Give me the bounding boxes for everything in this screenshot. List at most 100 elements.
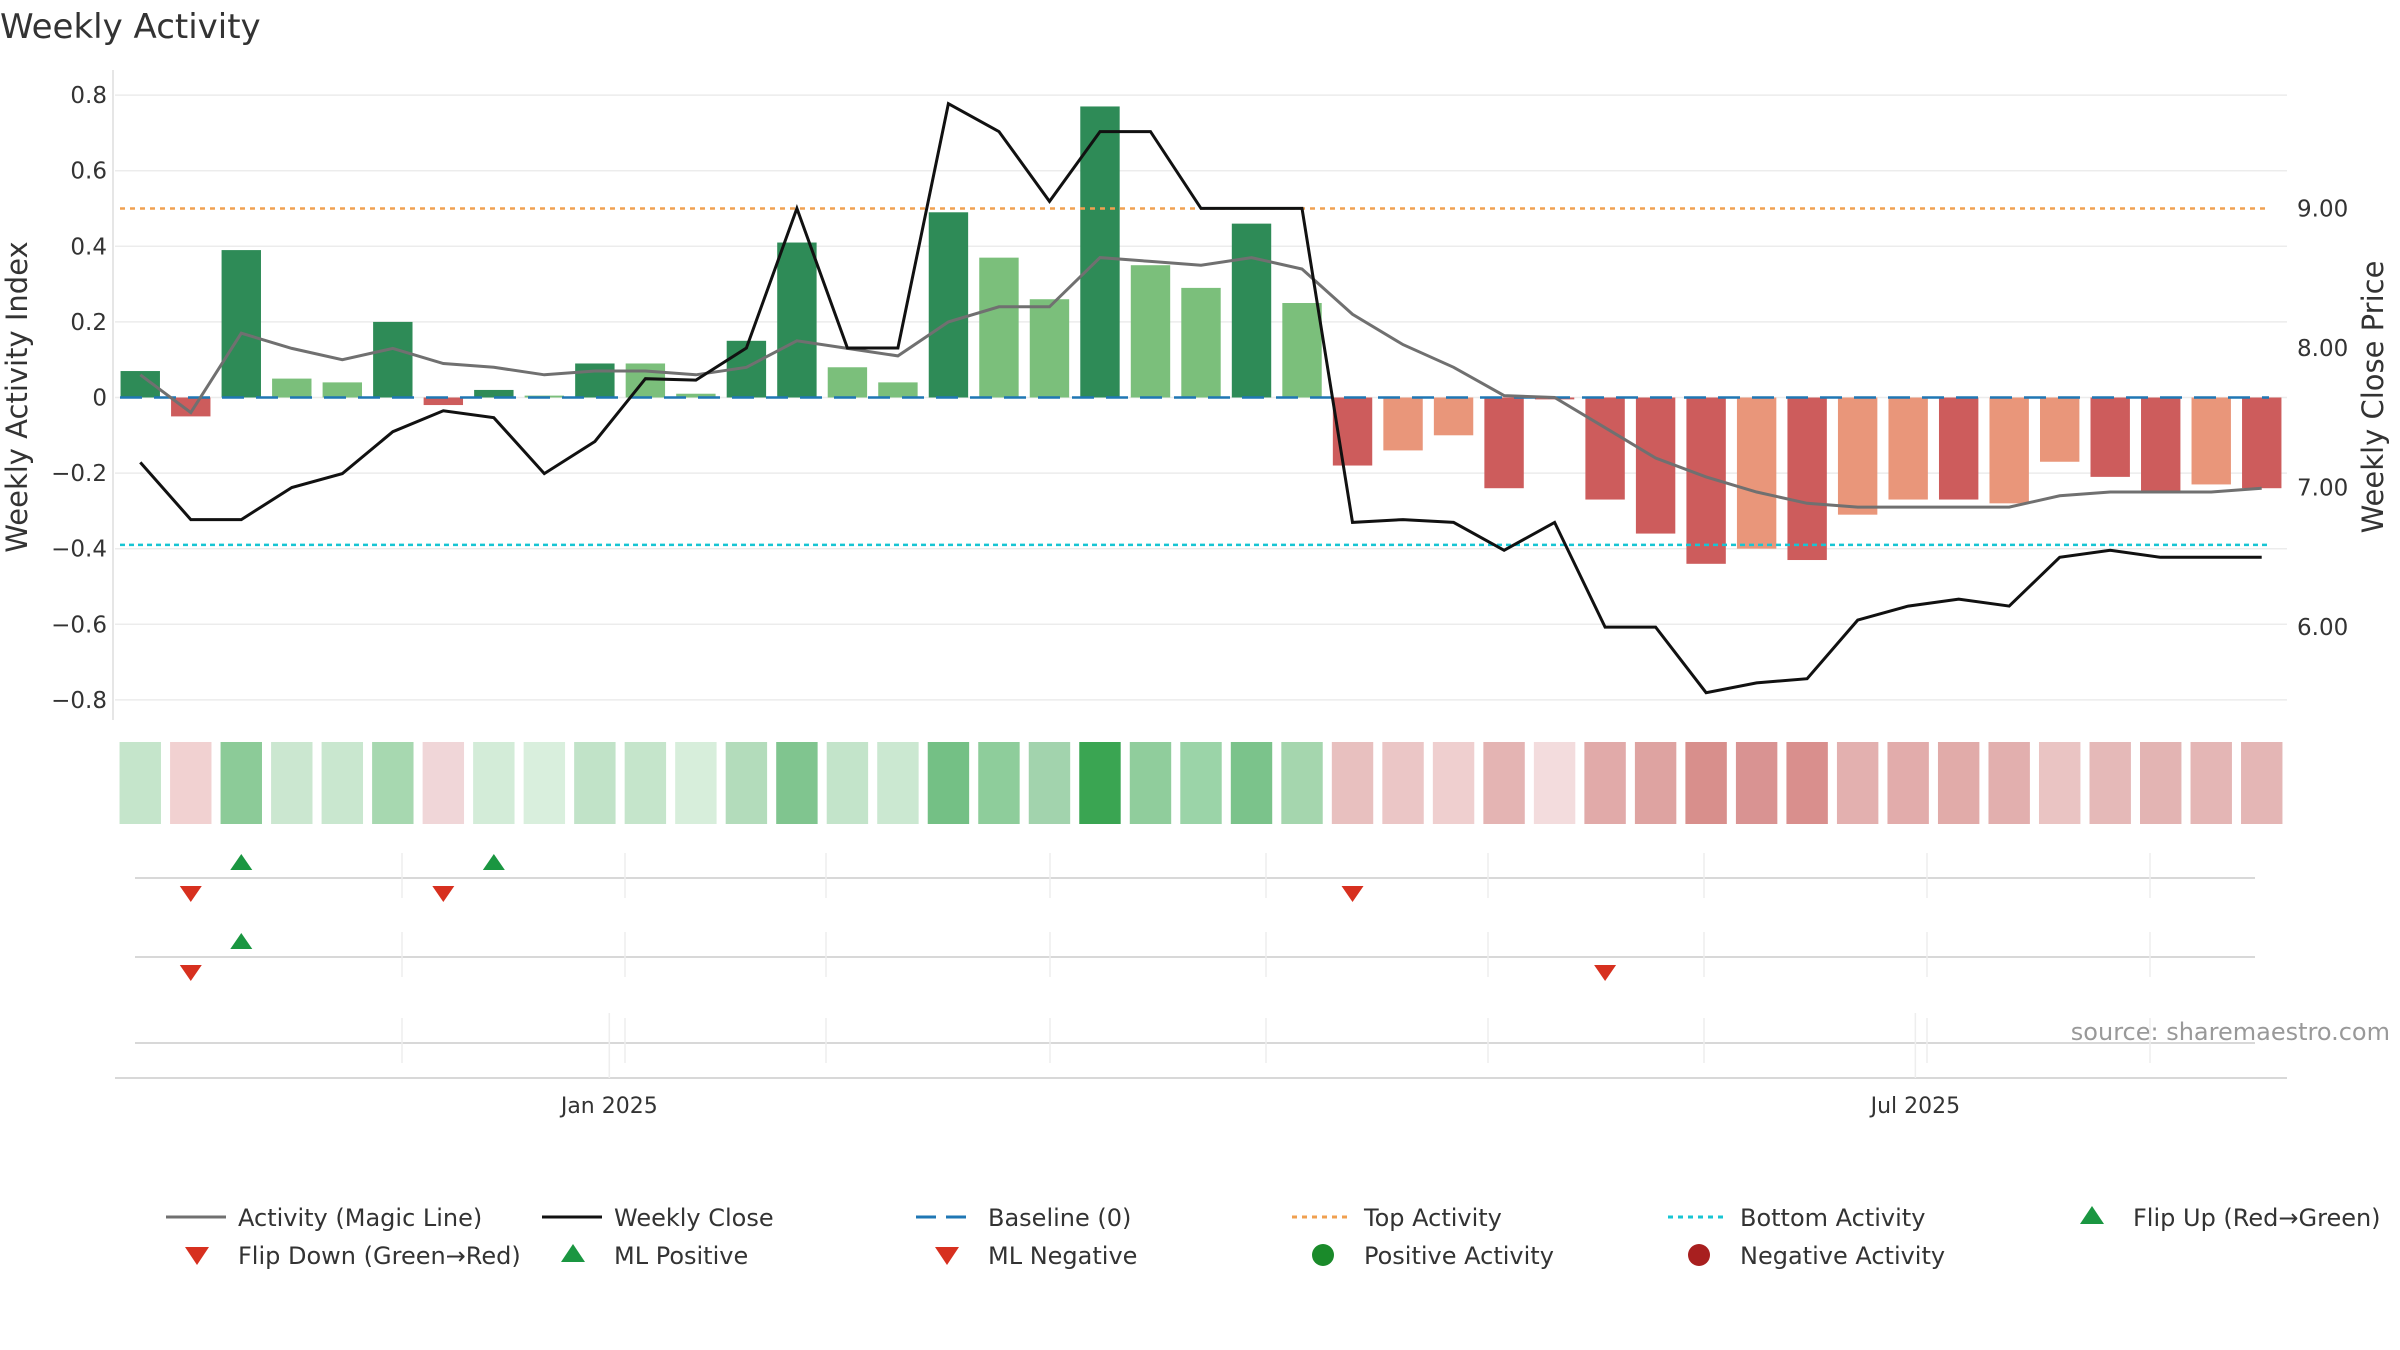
flip-down-marker xyxy=(1341,886,1364,902)
legend-swatch xyxy=(935,1247,959,1265)
heat-cell xyxy=(170,742,212,824)
heat-cell xyxy=(422,742,465,824)
legend-swatch xyxy=(561,1244,585,1262)
activity-bar xyxy=(928,212,969,398)
flip-down-marker xyxy=(1594,965,1617,981)
heat-cell xyxy=(877,742,919,824)
heat-cell xyxy=(1432,742,1475,824)
legend-swatch xyxy=(1312,1244,1334,1266)
left-tick-label: 0.2 xyxy=(70,310,107,336)
heat-cell xyxy=(978,742,1020,824)
activity-bar xyxy=(777,242,817,398)
legend-item: Weekly Close xyxy=(542,1204,774,1232)
activity-bar xyxy=(171,397,211,417)
activity-bar xyxy=(827,367,868,398)
right-tick-label: 9.00 xyxy=(2297,196,2348,222)
legend-swatch xyxy=(1688,1244,1710,1266)
activity-bar xyxy=(221,250,261,398)
legend-item: Top Activity xyxy=(1292,1204,1502,1232)
flip-down-marker xyxy=(179,965,202,981)
legend-label: Flip Down (Green→Red) xyxy=(238,1242,521,1270)
heat-cell xyxy=(2038,742,2081,824)
right-axis-label: Weekly Close Price xyxy=(2356,261,2390,534)
legend-label: Flip Up (Red→Green) xyxy=(2133,1204,2381,1232)
heat-cell xyxy=(1634,742,1677,824)
heat-cell xyxy=(523,742,566,824)
legend-label: Bottom Activity xyxy=(1740,1204,1925,1232)
legend-item: Positive Activity xyxy=(1312,1242,1554,1270)
activity-bar xyxy=(979,257,1019,398)
legend-label: Positive Activity xyxy=(1364,1242,1554,1270)
legend-label: Baseline (0) xyxy=(988,1204,1131,1232)
activity-bar xyxy=(322,382,363,398)
legend-label: Weekly Close xyxy=(614,1204,774,1232)
heat-cell xyxy=(2190,742,2232,824)
activity-bar xyxy=(1989,397,2029,504)
heat-cell xyxy=(1937,742,1980,824)
date-tick-label: Jul 2025 xyxy=(1869,1094,1961,1119)
activity-bar xyxy=(575,363,615,398)
activity-bar xyxy=(878,382,918,398)
heat-cell xyxy=(220,742,262,824)
left-tick-label: 0.4 xyxy=(70,234,107,260)
heat-cell xyxy=(1584,742,1626,824)
legend-item: Bottom Activity xyxy=(1668,1204,1925,1232)
activity-bar xyxy=(1029,299,1070,398)
plot-area: 0.8 0.6 0.4 0.2 0 −0.2 −0.4 −0.6 −0.8 9.00 8.00 7.0… xyxy=(51,70,2348,1119)
heat-cell xyxy=(1533,742,1576,824)
activity-bar xyxy=(2191,397,2231,485)
heat-cell xyxy=(927,742,970,824)
heat-cell xyxy=(1988,742,2030,824)
flip-up-marker xyxy=(230,854,253,870)
activity-bar xyxy=(1231,223,1272,398)
left-tick-label: 0.6 xyxy=(70,159,107,185)
activity-bar xyxy=(1938,397,1979,500)
legend-item: ML Positive xyxy=(561,1242,748,1270)
legend-item: Flip Down (Green→Red) xyxy=(185,1242,521,1270)
heat-cell xyxy=(624,742,667,824)
flip-up-marker xyxy=(482,854,505,870)
legend: Activity (Magic Line) Weekly Close Baselin… xyxy=(166,1204,2381,1270)
left-tick-label: −0.4 xyxy=(51,537,107,563)
heat-cell xyxy=(119,742,161,824)
activity-bar xyxy=(1888,397,1928,500)
heat-cell xyxy=(1887,742,1929,824)
heat-cell xyxy=(321,742,364,824)
activity-bar xyxy=(1080,106,1120,398)
legend-label: ML Positive xyxy=(614,1242,748,1270)
legend-label: ML Negative xyxy=(988,1242,1137,1270)
activity-bar xyxy=(1484,397,1524,489)
legend-item: ML Negative xyxy=(935,1242,1137,1270)
heat-cell xyxy=(1230,742,1273,824)
activity-bar xyxy=(1837,397,1878,515)
activity-bar xyxy=(1433,397,1474,436)
left-axis-label: Weekly Activity Index xyxy=(0,241,34,552)
heat-cell xyxy=(1028,742,1071,824)
heat-cell xyxy=(1483,742,1525,824)
magic-line xyxy=(139,256,2262,509)
heat-cell xyxy=(1180,742,1222,824)
right-tick-label: 7.00 xyxy=(2297,476,2348,502)
legend-item: Activity (Magic Line) xyxy=(166,1204,482,1232)
weekly-close-line xyxy=(139,101,2262,695)
legend-label: Top Activity xyxy=(1363,1204,1502,1232)
right-tick-label: 8.00 xyxy=(2297,336,2348,362)
heat-cell xyxy=(1079,742,1121,824)
activity-bar xyxy=(474,389,514,398)
heat-cell xyxy=(1281,742,1323,824)
activity-bar xyxy=(2090,397,2130,477)
activity-bar xyxy=(1635,397,1676,534)
legend-label: Negative Activity xyxy=(1740,1242,1945,1270)
heat-cell xyxy=(826,742,869,824)
legend-item: Flip Up (Red→Green) xyxy=(2080,1204,2381,1232)
legend-label: Activity (Magic Line) xyxy=(238,1204,482,1232)
heat-cell xyxy=(1331,742,1374,824)
activity-bar xyxy=(1383,397,1423,451)
activity-bar xyxy=(423,397,464,406)
heat-cell xyxy=(473,742,515,824)
activity-bar xyxy=(1130,265,1171,398)
left-tick-label: 0 xyxy=(92,386,107,412)
heat-cell xyxy=(372,742,414,824)
heat-cell xyxy=(574,742,616,824)
